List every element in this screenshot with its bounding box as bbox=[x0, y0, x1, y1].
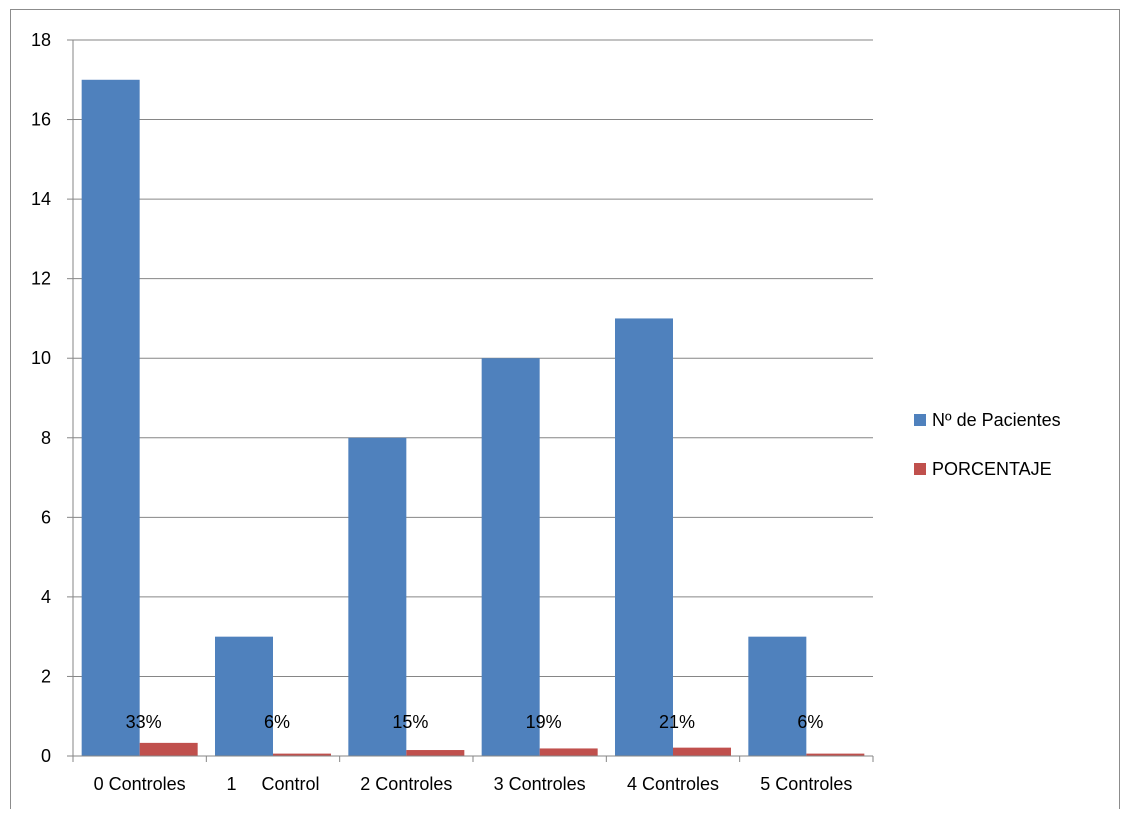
porcentaje-data-label: 19% bbox=[526, 712, 562, 732]
legend: Nº de Pacientes PORCENTAJE bbox=[914, 410, 1061, 479]
x-category-label: 2 Controles bbox=[360, 774, 452, 794]
bar-pacientes bbox=[348, 437, 407, 756]
y-tick-label: 14 bbox=[31, 189, 51, 209]
x-category-label: 0 Controles bbox=[94, 774, 186, 794]
y-tick-label: 8 bbox=[41, 428, 51, 448]
chart-frame bbox=[10, 9, 1120, 809]
bar-porcentaje bbox=[406, 750, 465, 756]
bar-porcentaje bbox=[139, 742, 198, 756]
bar-porcentaje bbox=[806, 753, 865, 756]
y-tick-label: 6 bbox=[41, 507, 51, 527]
porcentaje-data-label: 33% bbox=[126, 712, 162, 732]
legend-swatch bbox=[914, 414, 926, 426]
x-category-label: 3 Controles bbox=[494, 774, 586, 794]
bar-pacientes bbox=[481, 358, 540, 756]
bar-porcentaje bbox=[273, 753, 331, 756]
gridlines bbox=[73, 39, 873, 677]
y-tick-label: 18 bbox=[31, 30, 51, 50]
bar-pacientes bbox=[81, 79, 140, 757]
bar-porcentaje bbox=[673, 747, 731, 756]
legend-label: Nº de Pacientes bbox=[932, 410, 1061, 430]
data-labels: 33% 6% 15% 19% 21% 6% bbox=[126, 712, 824, 732]
porcentaje-data-label: 15% bbox=[392, 712, 428, 732]
legend-label: PORCENTAJE bbox=[932, 459, 1052, 479]
legend-swatch bbox=[914, 463, 926, 475]
axes: 0 2 4 6 8 10 12 14 16 18 0 Controles 1 Control 2 Con… bbox=[31, 30, 874, 794]
bar-pacientes bbox=[615, 318, 673, 756]
bars bbox=[81, 79, 865, 757]
y-tick-label: 10 bbox=[31, 348, 51, 368]
y-tick-label: 12 bbox=[31, 269, 51, 289]
bar-pacientes bbox=[215, 636, 273, 756]
porcentaje-data-label: 6% bbox=[797, 712, 823, 732]
y-tick-label: 0 bbox=[41, 746, 51, 766]
y-tick-label: 2 bbox=[41, 666, 51, 686]
porcentaje-data-label: 21% bbox=[659, 712, 695, 732]
porcentaje-data-label: 6% bbox=[264, 712, 290, 732]
y-tick-label: 16 bbox=[31, 110, 51, 130]
y-tick-label: 4 bbox=[41, 587, 51, 607]
x-category-label: 5 Controles bbox=[760, 774, 852, 794]
bar-porcentaje bbox=[539, 748, 598, 756]
bar-pacientes bbox=[748, 636, 807, 756]
x-category-label: 4 Controles bbox=[627, 774, 719, 794]
x-category-label: 1 Control bbox=[226, 774, 319, 794]
